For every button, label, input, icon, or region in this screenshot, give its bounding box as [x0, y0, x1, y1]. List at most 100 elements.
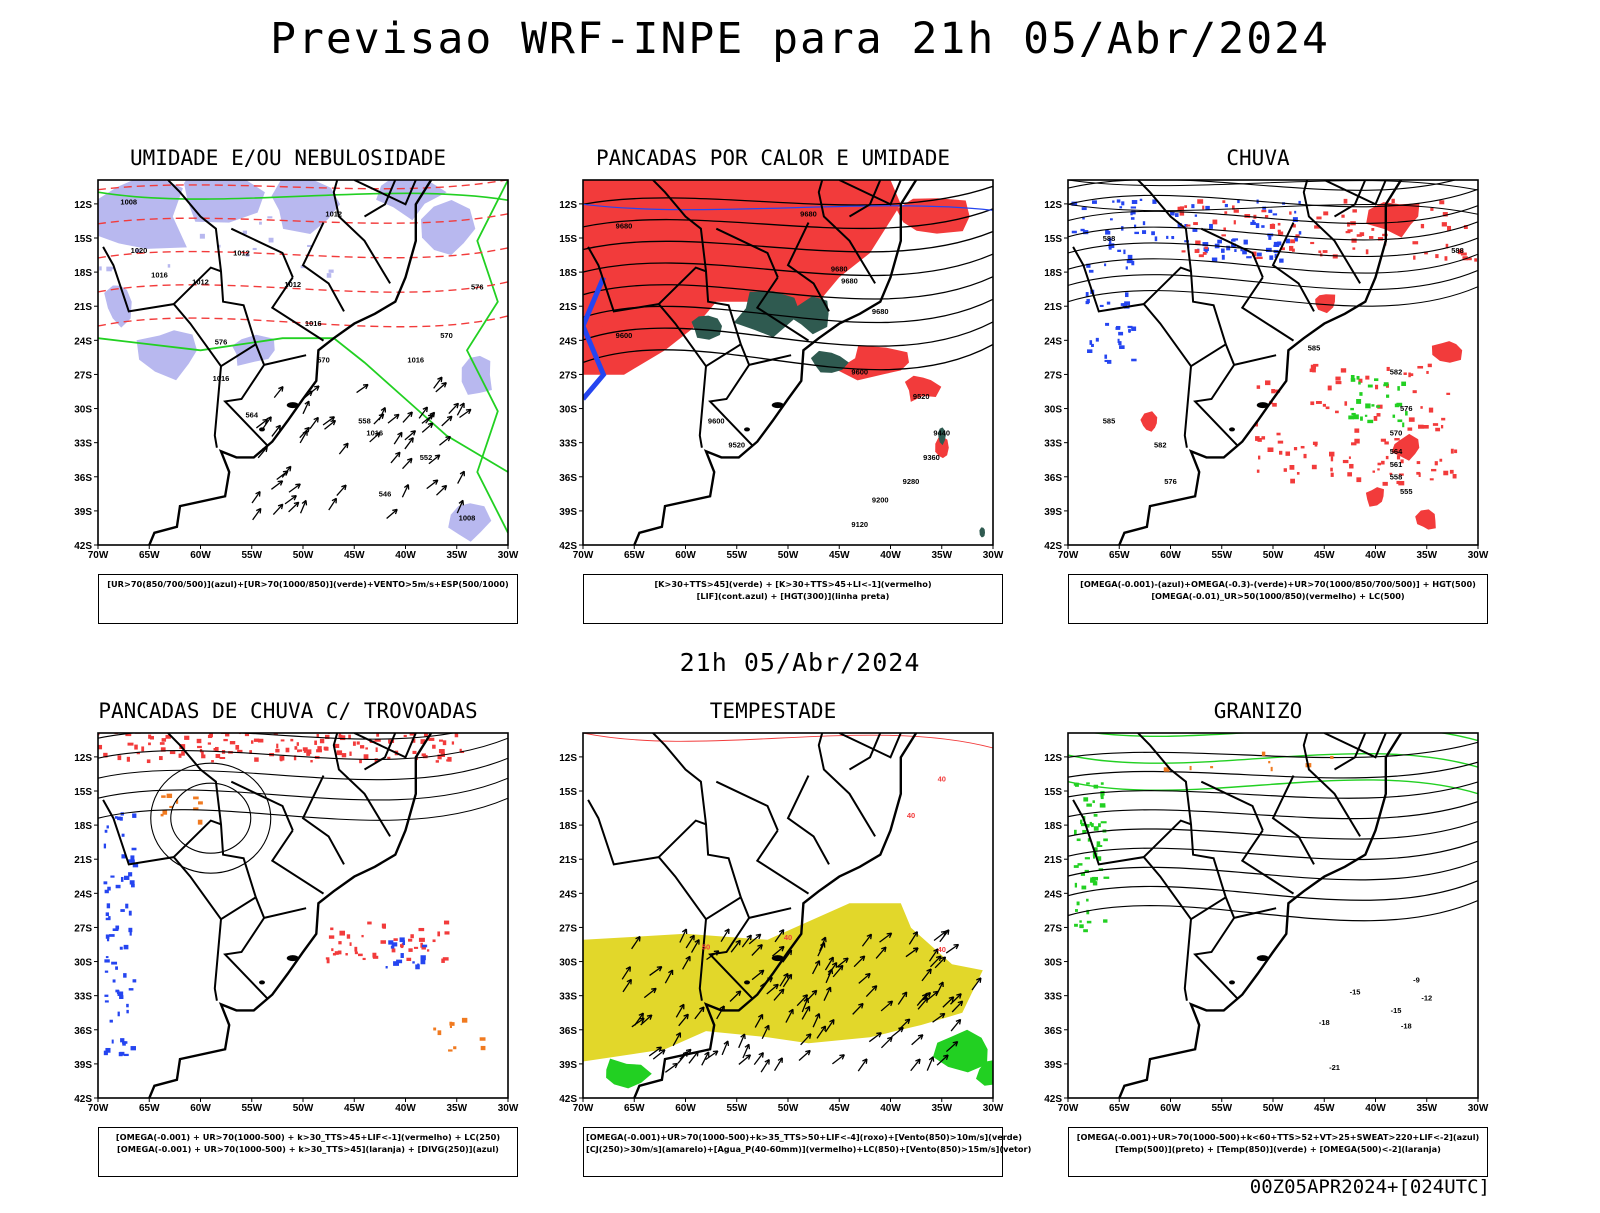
humidity-area-blue [448, 503, 492, 542]
contour-label: 9680 [872, 307, 889, 316]
storm-area-red [165, 734, 171, 739]
rain-area-red [1398, 480, 1405, 486]
divergence-area-blue [109, 1019, 113, 1023]
wind-vector [682, 955, 691, 970]
wind-vector [741, 934, 752, 948]
storm-area-red [418, 927, 425, 932]
wind-vector [887, 1000, 894, 1007]
wind-vector [299, 500, 307, 514]
lon-tick-label: 45W [1314, 1103, 1335, 1114]
border-line [1333, 180, 1367, 218]
humidity-speck [124, 234, 128, 239]
wind-vector [908, 931, 918, 945]
temperature-850-contour [1096, 841, 1101, 846]
divergence-area-blue [402, 940, 406, 946]
divergence-area-blue [106, 903, 111, 909]
wind-vector [643, 987, 657, 999]
storm-area-red [376, 733, 380, 737]
storm-area-red [409, 733, 415, 736]
rain-area-red [1417, 365, 1424, 369]
divergence-area-blue [132, 863, 139, 868]
lat-tick-label: 30S [1044, 958, 1062, 969]
rain-area-red [1261, 209, 1267, 213]
storm-area-red [454, 733, 459, 738]
omega-area-blue [1231, 243, 1236, 248]
rain-area-red [1373, 415, 1378, 421]
omega-area-blue [1130, 211, 1133, 216]
storm-area-red [316, 733, 319, 738]
contour-label: -15 [1391, 1006, 1402, 1015]
temperature-850-contour [1068, 752, 1478, 768]
rain-area-red [1454, 449, 1458, 454]
border-line [1193, 343, 1238, 446]
border-line [708, 896, 753, 999]
omega-area-green [1356, 375, 1360, 380]
humidity-speck [106, 266, 112, 272]
contour-label: -18 [1401, 1022, 1412, 1031]
wind-vector [932, 1012, 946, 1023]
wind-vector [266, 416, 272, 422]
humidity-area-blue [104, 285, 132, 328]
wind-vector [401, 484, 409, 498]
wind-vector [362, 383, 369, 390]
rain-area-red [1445, 243, 1449, 249]
storm-area-red [290, 738, 294, 742]
storm-area-red [422, 754, 428, 759]
border-line [748, 907, 792, 919]
wind-vector [735, 939, 741, 946]
omega-area-blue [1104, 354, 1108, 359]
omega-area-blue [1131, 326, 1137, 331]
rain-area-red [1293, 447, 1298, 451]
temperature-850-contour [1086, 920, 1092, 924]
lif-contour [583, 203, 993, 211]
legend-box: [UR>70(850/700/500)](azul)+[UR>70(1000/8… [98, 574, 518, 624]
wind-vector [273, 386, 284, 399]
map-layer: -9 -12 -15 -18 -21 -15 -18 [1068, 733, 1478, 1098]
storm-area-red [341, 753, 347, 758]
wind-vector [403, 484, 410, 490]
rain-area-red [1316, 216, 1322, 220]
lon-tick-label: 60W [190, 1103, 211, 1114]
wind-vector [971, 977, 982, 991]
border-line [1183, 919, 1192, 1001]
omega-area-blue [1131, 200, 1138, 204]
temperature-850-contour [1083, 797, 1089, 802]
omega-area-green [1365, 403, 1371, 409]
wind-vector [811, 960, 821, 975]
wind-vector [917, 997, 929, 1010]
atlantic-coastline [1117, 180, 1403, 545]
rain-area-red [1415, 509, 1436, 530]
wind-vector [277, 503, 284, 510]
storm-area-orange [449, 1025, 452, 1028]
omega-area-blue [1171, 236, 1175, 240]
wind-vector [942, 996, 955, 1008]
storm-area-red [400, 945, 404, 949]
divergence-area-blue [119, 995, 124, 1000]
wind-vector [828, 956, 834, 963]
storm-area-red [451, 741, 455, 745]
contour-label: -9 [1413, 975, 1420, 984]
lat-tick-label: 24S [559, 336, 577, 347]
map-granizo: -9 -12 -15 -18 -21 -15 -18 70W 65W 60W 55W 50W 45W 40… [1044, 732, 1489, 1114]
height-contour [1068, 237, 1478, 258]
divergence-area-blue [120, 909, 125, 912]
divergence-area-blue [122, 1041, 126, 1046]
lat-tick-label: 24S [1044, 889, 1062, 900]
lon-tick-label: 35W [1416, 550, 1437, 561]
humidity-speck [328, 269, 334, 273]
wind-vector [302, 400, 310, 415]
omega-area-blue [1109, 218, 1113, 221]
omega-area-blue [1022, 221, 1026, 225]
divergence-area-blue [111, 1039, 114, 1044]
storm-area-orange [160, 813, 164, 817]
wind-vector [852, 1003, 864, 1015]
map-layer: 9680 9680 9680 9680 9680 9600 9600 9520 9440 9360… [583, 180, 993, 545]
contour-label: 1016 [151, 270, 168, 279]
omega-area-green [1397, 419, 1403, 423]
temperature-850-contour [1100, 795, 1103, 798]
omega-area-green [1405, 411, 1408, 416]
wind-vector [380, 406, 387, 413]
omega-area-blue [1221, 254, 1225, 260]
wind-vector [435, 382, 447, 393]
wind-vector [773, 983, 779, 990]
